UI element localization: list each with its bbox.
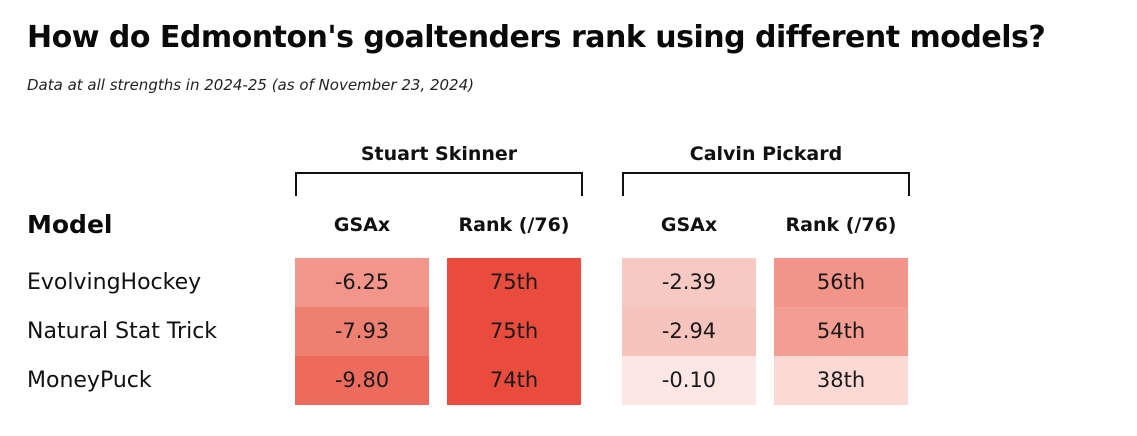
table-cell-rank: 75th [447, 258, 581, 307]
table-cell-gsax: -7.93 [295, 307, 429, 356]
group-label-1: Stuart Skinner [360, 143, 518, 165]
table-cell-rank: 54th [774, 307, 908, 356]
row-label: MoneyPuck [27, 368, 152, 393]
model-column-header: Model [27, 210, 113, 239]
row-label: EvolvingHockey [27, 270, 202, 295]
chart-title: How do Edmonton's goaltenders rank using… [27, 20, 1046, 55]
table-cell-gsax: -6.25 [295, 258, 429, 307]
chart-subtitle: Data at all strengths in 2024-25 (as of … [27, 76, 474, 94]
table-cell-gsax: -2.39 [622, 258, 756, 307]
table-cell-gsax: -2.94 [622, 307, 756, 356]
group-label-2: Calvin Pickard [689, 143, 843, 165]
table-cell-gsax: -9.80 [295, 356, 429, 405]
table-cell-rank: 74th [447, 356, 581, 405]
table-cell-rank: 75th [447, 307, 581, 356]
group-bracket-1 [295, 172, 583, 196]
column-header-rank-2: Rank (/76) [785, 214, 897, 236]
group-bracket-2 [622, 172, 910, 196]
column-header-gsax-1: GSAx [333, 214, 391, 236]
row-label: Natural Stat Trick [27, 319, 218, 344]
table-cell-rank: 56th [774, 258, 908, 307]
column-header-gsax-2: GSAx [660, 214, 718, 236]
table-cell-rank: 38th [774, 356, 908, 405]
column-header-rank-1: Rank (/76) [458, 214, 570, 236]
table-cell-gsax: -0.10 [622, 356, 756, 405]
